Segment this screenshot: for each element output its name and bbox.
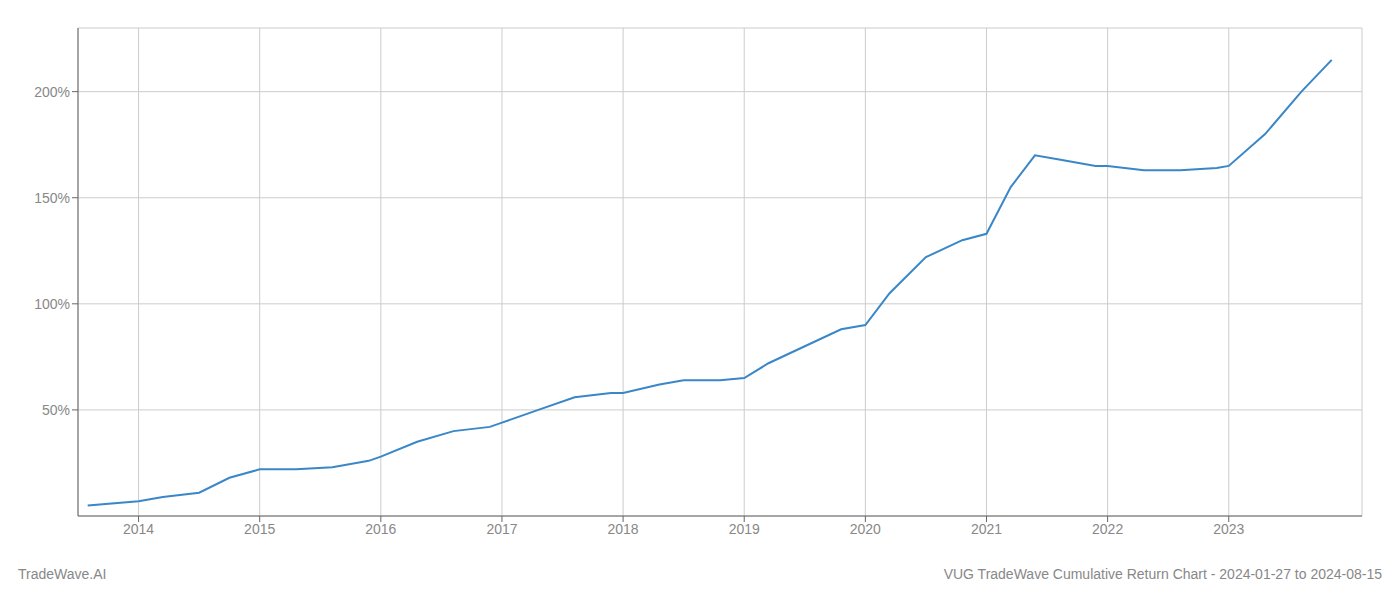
svg-text:2023: 2023 [1213,521,1244,537]
svg-text:2022: 2022 [1092,521,1123,537]
svg-text:2021: 2021 [971,521,1002,537]
html-text:TradeWave.AI: TradeWave.AI [18,566,107,582]
html-text:VUG TradeWave Cumulative Retur: VUG TradeWave Cumulative Return Chart - … [943,566,1382,582]
svg-text:100%: 100% [34,296,70,312]
svg-text:2019: 2019 [729,521,760,537]
svg-text:2018: 2018 [608,521,639,537]
svg-text:200%: 200% [34,84,70,100]
svg-text:2014: 2014 [123,521,154,537]
svg-text:2020: 2020 [850,521,881,537]
svg-text:2016: 2016 [365,521,396,537]
svg-text:2015: 2015 [244,521,275,537]
svg-text:150%: 150% [34,190,70,206]
svg-text:2017: 2017 [486,521,517,537]
svg-text:50%: 50% [42,402,70,418]
